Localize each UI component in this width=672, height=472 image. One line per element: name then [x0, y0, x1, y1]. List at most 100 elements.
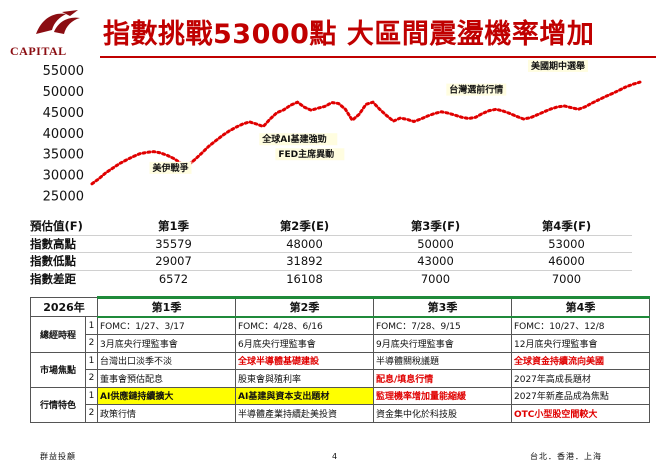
chart-annotation: 美國期中選舉	[527, 59, 588, 72]
estimate-cell: 35579	[108, 235, 239, 253]
estimate-cell: 31892	[239, 252, 370, 271]
calendar-cell-highlight: 全球半導體基礎建設	[235, 351, 374, 370]
calendar-group-label: 市場焦點	[30, 351, 86, 388]
y-tick-label: 45000	[43, 106, 84, 121]
estimate-table: 預估值(F) 第1季 第2季(E) 第3季(F) 第4季(F) 指數高點 355…	[30, 218, 632, 287]
calendar-row-number: 1	[85, 351, 98, 370]
page-title: 指數挑戰53000點 大區間震盪機率增加	[103, 19, 595, 50]
calendar-cell: FOMC：7/28、9/15	[373, 316, 512, 335]
annotation-label: 全球AI基建強勁	[261, 133, 326, 145]
calendar-cell-highlight: 全球資金持續流向美國	[511, 351, 650, 370]
y-tick-label: 55000	[43, 64, 84, 79]
calendar-quarter-header: 第1季	[97, 296, 236, 318]
annotation-box	[149, 161, 192, 174]
chart-annotation: 全球AI基建強勁	[259, 133, 338, 146]
calendar-cell: FOMC：4/28、6/16	[235, 316, 374, 335]
calendar-header-row: 2026年 第1季 第2季 第3季 第4季	[30, 296, 650, 318]
estimate-cell: 6572	[158, 271, 189, 286]
estimate-header-q2: 第2季(E)	[239, 218, 370, 236]
calendar-row: 總經時程 1 FOMC：1/27、3/17 FOMC：4/28、6/16 FOM…	[30, 316, 650, 353]
calendar-row: 2 董事會預估配息 股東會與殖利率 配息/填息行情 2027年高成長題材	[31, 369, 650, 388]
calendar-quarter-header: 第2季	[235, 296, 374, 318]
calendar-quarter-header: 第3季	[373, 296, 512, 318]
annotation-label: FED主席異動	[278, 148, 334, 160]
calendar-table: 2026年 第1季 第2季 第3季 第4季 總經時程 1 FOMC：1/27、3…	[30, 296, 650, 423]
estimate-cell: 7000	[420, 271, 451, 286]
estimate-header-q3: 第3季(F)	[370, 218, 501, 236]
calendar-cell: 12月底央行理監事會	[511, 334, 650, 353]
estimate-header-row: 預估值(F) 第1季 第2季(E) 第3季(F) 第4季(F)	[30, 218, 632, 236]
annotation-box	[446, 83, 507, 96]
calendar-row-number: 2	[85, 404, 98, 423]
calendar-cell: 6月底央行理監事會	[235, 334, 374, 353]
estimate-row-label: 指數差距	[30, 271, 76, 286]
calendar-cell-highlight: OTC小型股空間較大	[511, 404, 650, 423]
page-number: 4	[332, 452, 338, 461]
y-tick-label: 25000	[43, 190, 84, 205]
estimate-row-label: 指數高點	[30, 235, 108, 253]
calendar-row-number: 2	[85, 334, 98, 353]
calendar-row: 行情特色 1 AI供應鏈持續擴大 AI基建與資本支出題材 監理機率增加量能縮緩 …	[30, 386, 650, 423]
calendar-cell: 2027年高成長題材	[511, 369, 650, 388]
calendar-cell: 2027年新產品成為焦點	[511, 386, 650, 405]
annotation-box	[527, 59, 588, 72]
company-logo: CAPITAL	[10, 8, 105, 58]
annotation-box	[259, 133, 338, 146]
calendar-cell: 半導體關稅議題	[373, 351, 512, 370]
calendar-row: 2 政策行情 半導體產業持續赴美投資 資金集中化於科技股 OTC小型股空間較大	[31, 404, 650, 423]
capital-logo-icon	[36, 10, 80, 34]
estimate-cell: 53000	[501, 235, 632, 253]
chart-annotation: FED主席異動	[275, 148, 345, 161]
calendar-cell-highlight: 監理機率增加量能縮緩	[373, 386, 512, 405]
calendar-row-number: 2	[85, 369, 98, 388]
estimate-row-label: 指數低點	[30, 252, 108, 271]
estimate-row-high: 指數高點 35579 48000 50000 53000	[30, 235, 632, 253]
estimate-cell: 7000	[551, 271, 582, 286]
calendar-group-label: 行情特色	[30, 386, 86, 423]
calendar-row-number: 1	[85, 316, 98, 335]
calendar-row-number: 1	[85, 386, 98, 405]
calendar-cell: 政策行情	[97, 404, 236, 423]
y-tick-label: 40000	[43, 127, 84, 142]
calendar-cell: 股東會與殖利率	[235, 369, 374, 388]
annotation-label: 美國期中選舉	[531, 60, 586, 72]
calendar-cell: 資金集中化於科技股	[373, 404, 512, 423]
calendar-cell-highlight: 配息/填息行情	[373, 369, 512, 388]
estimate-cell: 29007	[108, 252, 239, 271]
chart-annotation: 台灣選前行情	[446, 83, 507, 96]
calendar-year: 2026年	[30, 297, 98, 317]
annotation-label: 台灣選前行情	[449, 84, 503, 96]
footer-locations: 台北．香港．上海	[530, 452, 602, 461]
calendar-cell: 董事會預估配息	[97, 369, 236, 388]
y-tick-label: 50000	[43, 85, 84, 100]
estimate-cell: 48000	[239, 235, 370, 253]
calendar-group-label: 總經時程	[30, 316, 86, 353]
calendar-cell: 3月底央行理監事會	[97, 334, 236, 353]
calendar-cell: 半導體產業持續赴美投資	[235, 404, 374, 423]
annotation-box	[275, 148, 345, 161]
logo-text: CAPITAL	[10, 44, 67, 58]
estimate-header-q4: 第4季(F)	[501, 218, 632, 236]
y-tick-label: 35000	[43, 148, 84, 163]
calendar-cell-highlight: AI基建與資本支出題材	[235, 386, 374, 405]
calendar-cell: FOMC：1/27、3/17	[97, 316, 236, 335]
estimate-cell: 16108	[286, 271, 323, 286]
calendar-row: 市場焦點 1 台灣出口淡季不淡 全球半導體基礎建設 半導體關稅議題 全球資金持續…	[30, 351, 650, 388]
calendar-cell: 9月底央行理監事會	[373, 334, 512, 353]
estimate-cell: 43000	[370, 252, 501, 271]
annotation-label: 美伊戰爭	[153, 162, 189, 174]
estimate-header-label: 預估值(F)	[30, 218, 108, 236]
estimate-row-range: 指數差距 6572 16108 7000 7000	[30, 270, 632, 287]
estimate-header-q1: 第1季	[108, 218, 239, 236]
calendar-cell: FOMC：10/27、12/8	[511, 316, 650, 335]
estimate-cell: 50000	[370, 235, 501, 253]
calendar-cell-highlight: AI供應鏈持續擴大	[97, 386, 236, 405]
calendar-cell: 台灣出口淡季不淡	[97, 351, 236, 370]
estimate-cell: 46000	[501, 252, 632, 271]
footer-company: 群益投顧	[40, 452, 76, 461]
estimate-row-low: 指數低點 29007 31892 43000 46000	[30, 252, 632, 271]
y-tick-label: 30000	[43, 169, 84, 184]
calendar-row: 2 3月底央行理監事會 6月底央行理監事會 9月底央行理監事會 12月底央行理監…	[31, 334, 650, 353]
calendar-quarter-header: 第4季	[511, 296, 650, 318]
chart-annotation: 美伊戰爭	[149, 161, 192, 174]
